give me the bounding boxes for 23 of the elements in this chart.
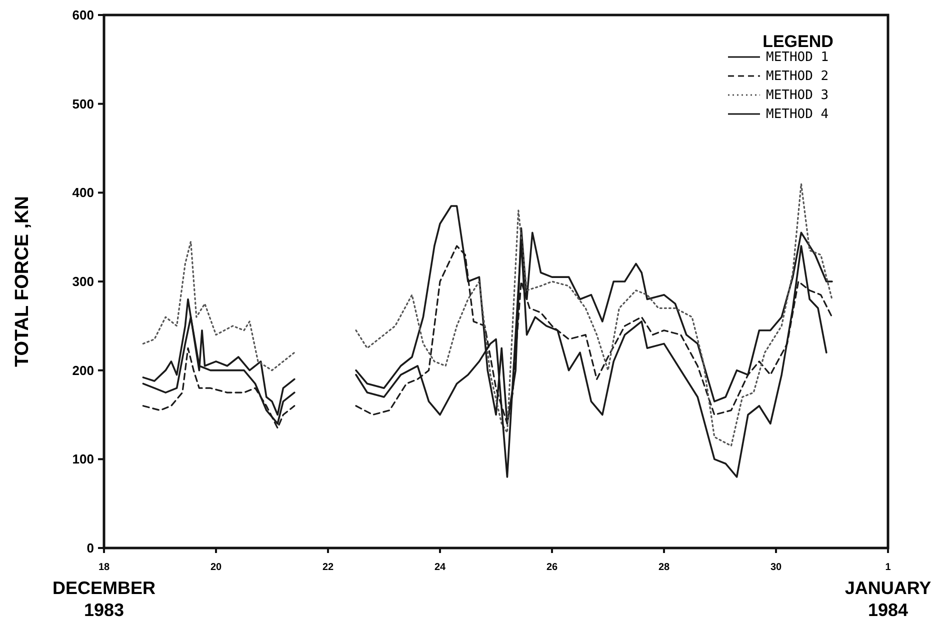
y-tick-label: 500 [72, 96, 94, 112]
x-tick-label: 30 [770, 562, 782, 573]
x-tick-label: 20 [210, 562, 222, 573]
legend-label: METHOD 1 [766, 50, 829, 65]
y-tick-label: 600 [72, 8, 94, 23]
y-axis-title: TOTAL FORCE ,KN [12, 196, 33, 367]
text: DECEMBER 1983 [52, 578, 156, 620]
legend-title: LEGEND [762, 32, 834, 51]
x-tick-label: 22 [322, 562, 334, 573]
y-tick-label: 0 [86, 540, 94, 556]
x-tick-label: 1 [885, 562, 892, 573]
x-tick-label: 18 [98, 562, 110, 573]
legend-label: METHOD 4 [766, 107, 829, 122]
y-tick-label: 300 [72, 274, 94, 290]
y-tick-label: 400 [72, 185, 94, 200]
y-tick-label: 200 [72, 362, 94, 378]
legend-label: METHOD 3 [766, 88, 829, 103]
legend-label: METHOD 2 [766, 69, 829, 84]
x-tick-label: 26 [546, 562, 558, 573]
text: JANUARY 1984 [844, 578, 932, 620]
y-tick-label: 100 [72, 452, 94, 467]
x-tick-label: 24 [434, 562, 446, 573]
x-tick-label: 28 [658, 562, 670, 573]
